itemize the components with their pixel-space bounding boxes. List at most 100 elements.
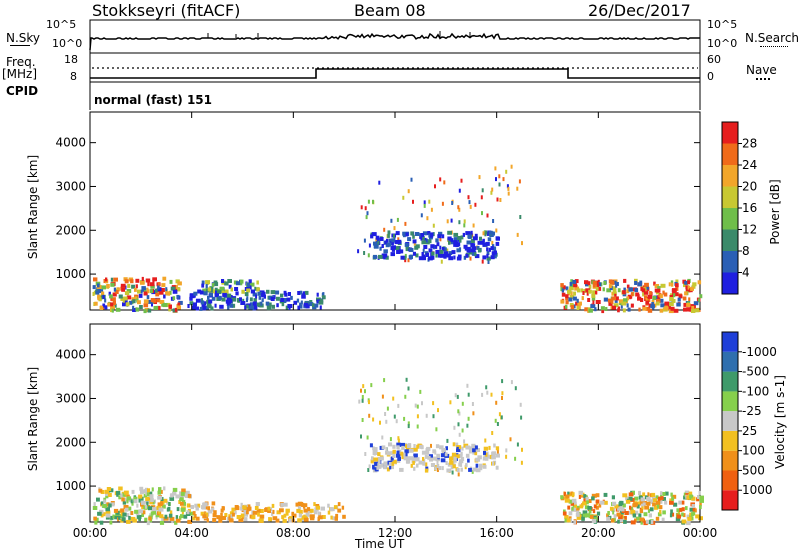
heatmap-cell-region-1	[318, 515, 323, 520]
heatmap-cell-region-2	[202, 302, 206, 307]
heatmap-cell-region-1	[280, 502, 284, 507]
heatmap-cell-region-2	[390, 456, 394, 461]
heatmap-cell-region-2	[413, 466, 416, 471]
heatmap-cell-region-4	[608, 301, 613, 306]
heatmap-cell-region-3	[692, 507, 696, 512]
heatmap-cell-region-1	[247, 504, 251, 509]
heatmap-cell-region-4	[564, 304, 568, 309]
heatmap-cell-region-2	[422, 457, 425, 461]
heatmap-cell-region-0	[155, 292, 160, 297]
heatmap-cell-region-1	[302, 504, 306, 509]
heatmap-cell-region-3	[696, 497, 700, 502]
heatmap-cell-region-3	[476, 245, 480, 250]
heatmap-cell-region-0	[161, 504, 166, 509]
heatmap-cell	[390, 218, 393, 223]
heatmap-cell-region-4	[592, 290, 595, 295]
nsearch-legend-line	[760, 46, 788, 47]
heatmap-cell-region-1	[224, 513, 228, 517]
heatmap-cell-region-2	[300, 300, 303, 305]
heatmap-cell-region-0	[180, 507, 186, 512]
heatmap-cell	[425, 413, 428, 418]
heatmap-cell	[458, 411, 461, 416]
heatmap-cell-region-0	[134, 499, 138, 504]
heatmap-cell-region-4	[621, 301, 627, 306]
heatmap-cell-region-2	[231, 303, 236, 308]
freq-label: Freq.	[6, 55, 36, 69]
heatmap-cell-region-3	[398, 249, 404, 254]
heatmap-cell-region-1	[228, 284, 232, 289]
heatmap-cell-region-0	[166, 302, 171, 307]
heatmap-cell-region-0	[146, 492, 150, 497]
heatmap-cell-region-3	[595, 505, 599, 510]
heatmap-cell-region-2	[408, 448, 414, 453]
heatmap-cell-region-1	[297, 505, 302, 510]
heatmap-cell	[469, 204, 472, 209]
heatmap-cell-region-2	[283, 290, 287, 295]
heatmap-cell-region-3	[470, 239, 475, 243]
heatmap-cell-region-0	[177, 281, 182, 286]
heatmap-cell-region-1	[219, 286, 225, 291]
heatmap-cell-region-4	[672, 288, 677, 293]
heatmap-cell-region-2	[390, 465, 394, 470]
heatmap-cell-region-3	[438, 253, 442, 258]
heatmap-cell-region-3	[669, 500, 674, 505]
heatmap-cell-region-0	[178, 500, 181, 504]
heatmap-cell-region-3	[613, 514, 617, 519]
heatmap-cell-region-2	[392, 459, 397, 464]
heatmap-cell	[397, 436, 400, 441]
heatmap-cell-region-4	[588, 284, 592, 289]
heatmap-cell-region-1	[200, 511, 204, 516]
heatmap-cell	[386, 406, 389, 411]
heatmap-cell-region-3	[574, 504, 577, 509]
heatmap-cell-region-1	[221, 516, 226, 520]
heatmap-cell-region-0	[183, 514, 188, 519]
heatmap-cell-region-0	[143, 303, 149, 308]
heatmap-cell-region-3	[638, 513, 642, 518]
heatmap-cell-region-1	[246, 282, 250, 287]
heatmap-cell-region-0	[102, 512, 106, 517]
heatmap-cell-region-0	[144, 504, 147, 509]
heatmap-cell-region-0	[180, 491, 185, 496]
heatmap-cell-region-4	[615, 283, 618, 288]
heatmap-cell-region-4	[577, 301, 582, 306]
heatmap-cell-region-2	[438, 466, 442, 470]
heatmap-cell-region-4	[601, 309, 605, 314]
heatmap-cell-region-2	[201, 300, 205, 305]
heatmap-cell	[402, 195, 405, 200]
heatmap-cell	[481, 392, 484, 397]
heatmap-cell-region-0	[118, 495, 122, 500]
heatmap-cell-region-1	[240, 502, 243, 507]
heatmap-cell-region-0	[168, 502, 171, 506]
heatmap-cell-region-4	[683, 283, 687, 288]
heatmap-cell-region-2	[266, 306, 272, 311]
heatmap-cell-region-4	[678, 294, 683, 299]
heatmap-cell-region-1	[235, 281, 241, 286]
heatmap-cell-region-3	[620, 507, 625, 512]
heatmap-cell-region-1	[230, 514, 234, 519]
heatmap-cell-region-3	[632, 490, 635, 495]
heatmap-cell-region-2	[244, 305, 247, 310]
heatmap-cell-region-2	[381, 445, 386, 450]
heatmap-cell-region-2	[485, 456, 489, 461]
heatmap-cell-region-2	[391, 461, 395, 466]
heatmap-cell-region-2	[465, 445, 471, 450]
heatmap-cell-region-0	[169, 279, 173, 284]
power-colorbar-label: Power [dB]	[768, 179, 782, 245]
heatmap-cell-region-1	[307, 507, 311, 512]
heatmap-cell-region-1	[267, 509, 271, 513]
heatmap-cell-region-2	[208, 299, 212, 304]
velocity-panel-data	[92, 377, 704, 526]
heatmap-cell-region-3	[662, 492, 666, 496]
heatmap-cell-region-1	[231, 507, 236, 512]
heatmap-cell-region-0	[163, 294, 166, 299]
heatmap-cell	[364, 452, 367, 456]
heatmap-cell-region-2	[270, 290, 276, 295]
heatmap-cell	[416, 424, 419, 429]
heatmap-cell-region-4	[573, 283, 577, 288]
heatmap-cell-region-4	[598, 286, 602, 291]
heatmap-cell-region-4	[655, 301, 660, 306]
heatmap-cell-region-3	[387, 230, 391, 235]
heatmap-cell-region-4	[682, 296, 687, 301]
heatmap-cell-region-2	[410, 463, 413, 468]
heatmap-cell-region-4	[692, 282, 697, 287]
